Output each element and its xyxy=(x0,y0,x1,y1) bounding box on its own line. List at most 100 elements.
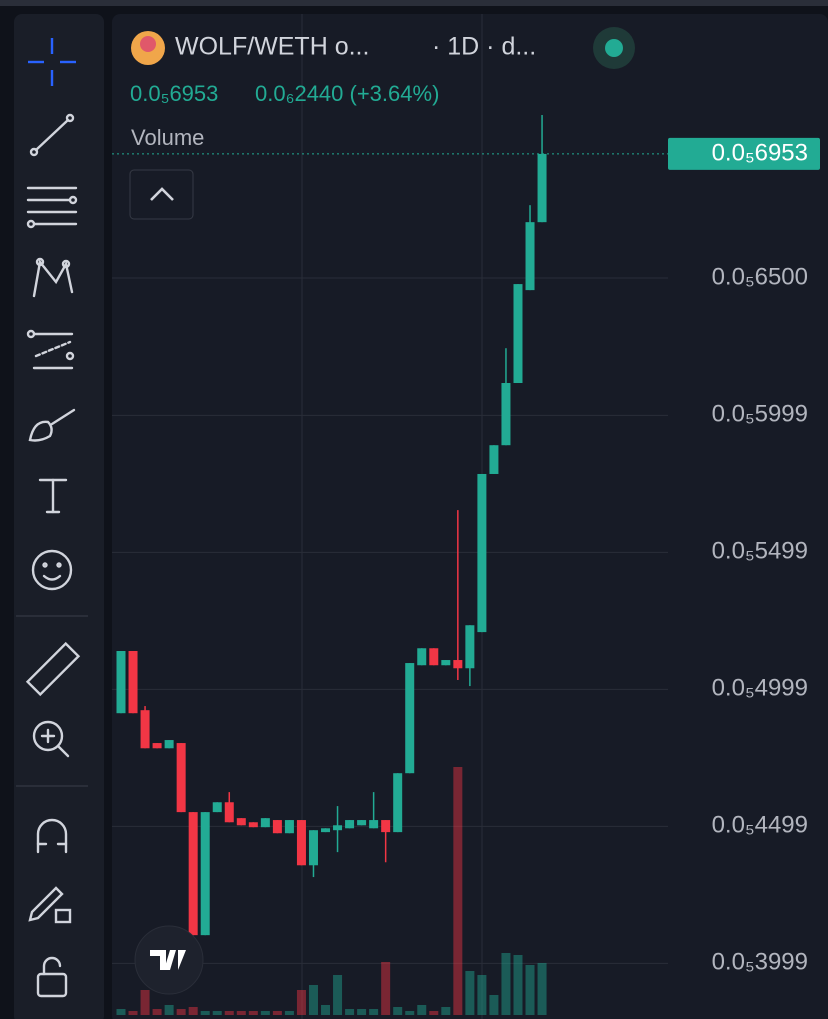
volume-bar xyxy=(272,1011,282,1015)
volume-bar xyxy=(381,962,391,1015)
candle-body xyxy=(176,743,186,813)
symbol-icon-face xyxy=(140,36,156,52)
zoom-tool[interactable] xyxy=(32,720,70,758)
volume-bar xyxy=(176,1009,186,1015)
volume-bar xyxy=(513,955,523,1015)
volume-bar xyxy=(333,975,343,1015)
price-tag xyxy=(668,137,820,170)
candle-body xyxy=(453,660,463,669)
ruler-tool[interactable] xyxy=(25,641,81,697)
candle-body xyxy=(116,650,126,714)
y-tick-label: 0.0₅3999 xyxy=(712,949,808,976)
price-tag-label: 0.0₅6953 xyxy=(712,139,808,166)
candle-body xyxy=(321,828,331,833)
candle-body xyxy=(272,820,282,834)
volume-bar xyxy=(224,1011,234,1015)
crosshair-tool[interactable] xyxy=(28,38,76,86)
volume-bar xyxy=(357,1009,367,1015)
candle-body xyxy=(284,820,294,834)
price-change: 0.0₆2440 (+3.64%) xyxy=(255,81,439,106)
candle-body xyxy=(140,710,150,749)
volume-bar xyxy=(537,963,547,1015)
candle-body xyxy=(513,284,523,384)
y-tick-label: 0.0₅4999 xyxy=(712,675,808,702)
study-label: Volume xyxy=(131,125,204,150)
collapse-button[interactable] xyxy=(129,169,194,220)
candle-body xyxy=(345,820,355,829)
lock-drawings-tool[interactable] xyxy=(28,886,72,924)
volume-bar xyxy=(128,1011,138,1015)
prediction-tool[interactable] xyxy=(26,329,75,370)
chevron-up xyxy=(150,187,174,201)
volume-bar xyxy=(308,985,318,1015)
plot xyxy=(112,115,668,1015)
candle-body xyxy=(381,820,391,833)
candle-body xyxy=(417,648,427,666)
candle-body xyxy=(441,660,451,666)
last-price: 0.0₅6953 xyxy=(130,81,218,106)
y-tick-label: 0.0₅6500 xyxy=(712,263,808,290)
top-bar xyxy=(0,0,828,6)
volume-bar xyxy=(477,975,487,1015)
volume-bar xyxy=(525,965,535,1015)
volume-bar xyxy=(417,1005,427,1015)
logo-mark xyxy=(150,950,186,970)
emoji-tool[interactable] xyxy=(31,549,73,591)
volume-bar xyxy=(453,767,463,1015)
toolbar xyxy=(14,14,104,1019)
candle-body xyxy=(152,743,162,749)
volume-bar xyxy=(489,995,499,1015)
y-tick-label: 0.0₅4499 xyxy=(712,812,808,839)
volume-bar xyxy=(188,1007,198,1015)
fib-tool[interactable] xyxy=(26,186,78,229)
status-dot xyxy=(605,39,623,57)
y-tick-label: 0.0₅5499 xyxy=(712,538,808,565)
candle-body xyxy=(537,153,547,223)
volume-bar xyxy=(140,990,150,1015)
volume-bar xyxy=(441,1007,451,1015)
candle-body xyxy=(465,625,475,669)
candle-body xyxy=(308,830,318,866)
candle-body xyxy=(489,445,499,474)
volume-bar xyxy=(164,1005,174,1015)
candle-body xyxy=(164,740,174,749)
magnet-tool[interactable] xyxy=(36,818,68,854)
candle-body xyxy=(525,222,535,291)
candle-body xyxy=(429,648,439,666)
volume-bar xyxy=(429,1011,439,1015)
candle-body xyxy=(260,818,270,828)
volume-bar xyxy=(212,1011,222,1015)
toolbar-icons[interactable] xyxy=(16,38,88,998)
candle-body xyxy=(296,820,306,866)
candle-body xyxy=(188,812,198,936)
brush-tool[interactable] xyxy=(28,408,76,442)
volume-bar xyxy=(248,1011,258,1015)
candle-body xyxy=(501,383,511,446)
volume-bar xyxy=(393,1007,403,1015)
candle-body xyxy=(333,825,343,831)
volume-bar xyxy=(116,1009,126,1015)
lock-tool[interactable] xyxy=(36,956,68,998)
candle-body xyxy=(393,773,403,833)
chart-panel xyxy=(112,14,828,1019)
volume-bar xyxy=(369,1009,379,1015)
text-tool[interactable] xyxy=(38,478,68,514)
volume-bar xyxy=(405,1011,415,1015)
pattern-tool[interactable] xyxy=(32,257,74,298)
volume-bar xyxy=(501,953,511,1015)
candle-body xyxy=(212,802,222,813)
candle-body xyxy=(224,802,234,823)
volume-bar xyxy=(284,1011,294,1015)
trendline-tool[interactable] xyxy=(29,113,75,157)
volume-bar xyxy=(200,1011,210,1015)
volume-bar xyxy=(296,990,306,1015)
volume-bar xyxy=(260,1011,270,1015)
candle-body xyxy=(248,822,258,828)
volume-bar xyxy=(236,1011,246,1015)
symbol-title[interactable]: WOLF/WETH o... xyxy=(175,33,369,61)
candle-body xyxy=(357,820,367,826)
candle-body xyxy=(369,820,379,829)
volume-bar xyxy=(152,1009,162,1015)
candle-body xyxy=(236,818,246,826)
